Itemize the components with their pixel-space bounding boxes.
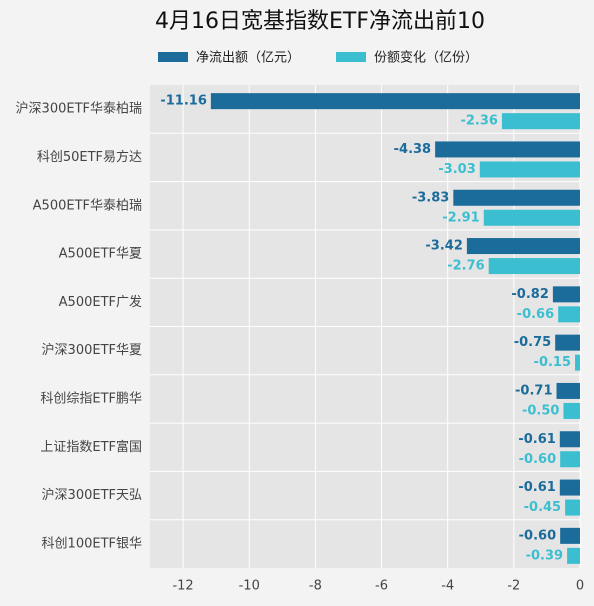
bar — [560, 451, 580, 468]
legend-label: 净流出额（亿元） — [196, 51, 300, 66]
bar — [559, 431, 580, 448]
bar — [479, 161, 580, 178]
x-tick-label: -2 — [507, 579, 520, 594]
y-tick-label: 沪深300ETF华夏 — [42, 342, 142, 358]
value-label: -0.82 — [511, 287, 548, 302]
value-label: -0.71 — [515, 383, 552, 398]
value-label: -0.50 — [522, 403, 559, 418]
value-label: -0.45 — [524, 500, 561, 515]
bar — [567, 547, 580, 564]
legend-swatch — [336, 52, 366, 62]
value-label: -0.61 — [518, 480, 555, 495]
bar — [483, 209, 580, 226]
x-tick-label: -8 — [309, 579, 322, 594]
bar — [453, 189, 580, 206]
value-label: -2.91 — [442, 210, 479, 225]
y-tick-label: 科创综指ETF鹏华 — [40, 391, 142, 406]
bar — [565, 499, 580, 516]
value-label: -4.38 — [394, 142, 431, 157]
bar — [575, 354, 580, 371]
y-tick-label: A500ETF华夏 — [59, 247, 142, 262]
value-label: -11.16 — [160, 94, 207, 109]
y-tick-label: A500ETF广发 — [59, 294, 142, 310]
value-label: -2.36 — [460, 114, 497, 129]
value-label: -2.76 — [447, 259, 484, 274]
x-tick-label: -10 — [239, 579, 260, 594]
x-tick-label: -6 — [375, 579, 388, 594]
y-tick-label: 科创50ETF易方达 — [37, 149, 142, 165]
legend-label: 份额变化（亿份） — [374, 50, 478, 66]
bar — [559, 479, 580, 496]
y-tick-label: A500ETF华泰柏瑞 — [33, 198, 142, 213]
x-tick-label: -12 — [172, 579, 193, 594]
value-label: -0.60 — [519, 452, 556, 467]
x-tick-label: -4 — [441, 579, 454, 594]
value-label: -0.66 — [517, 307, 554, 322]
y-tick-label: 科创100ETF银华 — [42, 536, 142, 551]
y-tick-label: 沪深300ETF天弘 — [42, 487, 142, 503]
bar — [466, 238, 580, 255]
value-label: -3.42 — [425, 239, 462, 254]
y-tick-label: 沪深300ETF华泰柏瑞 — [16, 101, 142, 117]
value-label: -3.03 — [438, 162, 475, 177]
bar — [552, 286, 580, 303]
value-label: -0.61 — [518, 432, 555, 447]
chart-title: 4月16日宽基指数ETF净流出前10 — [155, 9, 485, 34]
bar — [488, 258, 580, 275]
value-label: -0.39 — [526, 548, 563, 563]
x-tick-label: 0 — [576, 579, 584, 594]
value-label: -0.75 — [514, 335, 551, 350]
bar — [560, 527, 580, 544]
bar — [210, 93, 580, 110]
bar — [558, 306, 580, 323]
value-label: -0.60 — [519, 528, 556, 543]
bar — [555, 334, 580, 351]
y-tick-label: 上证指数ETF富国 — [40, 439, 142, 455]
bar — [501, 113, 580, 130]
value-label: -0.15 — [534, 355, 571, 370]
legend-swatch — [158, 52, 188, 62]
bar — [435, 141, 580, 158]
bar — [556, 382, 580, 399]
value-label: -3.83 — [412, 190, 449, 205]
bar — [563, 402, 580, 419]
